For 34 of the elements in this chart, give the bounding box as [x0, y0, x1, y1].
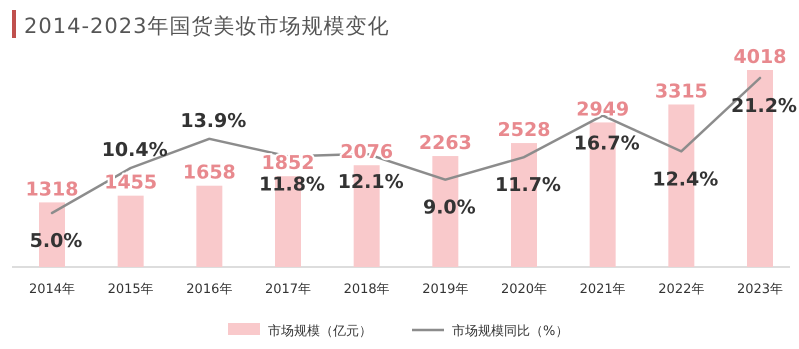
data-label: 1852 — [262, 152, 314, 174]
x-tick-label: 2018年 — [344, 282, 390, 297]
chart-title: 2014-2023年国货美妆市场规模变化 — [24, 14, 390, 38]
data-label: 5.0% — [30, 230, 82, 252]
data-label: 13.9% — [180, 110, 246, 132]
x-tick-label: 2022年 — [658, 282, 704, 297]
data-label: 21.2% — [731, 95, 797, 117]
data-label: 2528 — [498, 119, 550, 142]
data-label: 4018 — [734, 46, 786, 68]
bar — [196, 186, 222, 267]
data-label: 16.7% — [574, 132, 640, 154]
legend-label: 市场规模（亿元） — [268, 324, 372, 339]
data-label: 3315 — [654, 80, 708, 102]
data-label: 10.4% — [102, 139, 168, 161]
x-tick-label: 2017年 — [264, 282, 312, 297]
data-label: 2949 — [576, 98, 630, 120]
x-tick-label: 2015年 — [108, 282, 154, 297]
x-tick-label: 2021年 — [580, 282, 626, 297]
data-label: 11.7% — [495, 174, 561, 196]
x-tick-label: 2019年 — [422, 282, 468, 297]
legend-label: 市场规模同比（%） — [452, 324, 568, 339]
data-label: 9.0% — [422, 196, 476, 219]
x-tick-label: 2023年 — [736, 282, 784, 297]
x-tick-label: 2020年 — [500, 282, 548, 297]
data-label: 1455 — [104, 172, 158, 194]
data-label: 11.8% — [259, 173, 325, 196]
data-label: 12.4% — [652, 168, 718, 190]
bar — [118, 196, 144, 267]
x-tick-label: 2014年 — [28, 282, 76, 297]
data-label: 1318 — [26, 178, 78, 200]
data-label: 2263 — [418, 132, 472, 154]
x-tick-label: 2016年 — [186, 282, 232, 297]
data-label: 1658 — [182, 162, 236, 184]
data-label: 12.1% — [338, 170, 404, 193]
